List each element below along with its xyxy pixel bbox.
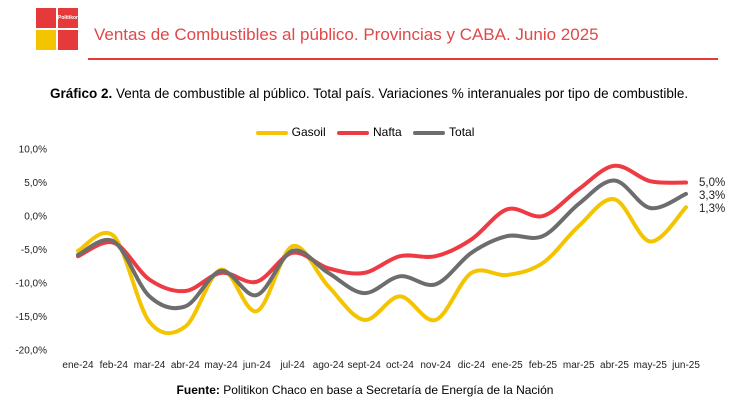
x-tick-label: jun-24 <box>242 360 271 371</box>
y-tick-label: 5,0% <box>24 178 47 189</box>
source-label: Fuente: <box>176 383 220 397</box>
x-tick-label: jun-25 <box>671 360 700 371</box>
chart-legend: Gasoil Nafta Total <box>0 124 730 139</box>
legend-swatch-nafta <box>336 130 369 135</box>
y-tick-label: 0,0% <box>24 212 47 223</box>
x-tick-label: oct-24 <box>386 360 414 371</box>
x-tick-label: ene-25 <box>492 360 524 371</box>
y-tick-label: 10,0% <box>19 145 47 156</box>
x-tick-label: jul-24 <box>279 360 305 371</box>
y-tick-label: -10,0% <box>15 279 47 290</box>
x-tick-label: may-24 <box>204 360 238 371</box>
legend-label-gasoil: Gasoil <box>291 124 326 139</box>
x-tick-label: ene-24 <box>62 360 94 371</box>
end-data-label: 5,0% <box>699 177 725 189</box>
series-line-gasoil <box>76 197 688 336</box>
y-tick-label: -20,0% <box>15 346 47 357</box>
x-tick-label: nov-24 <box>420 360 451 371</box>
chart-heading-label: Gráfico 2. <box>50 86 113 101</box>
politikon-logo: Politikon <box>36 8 80 52</box>
x-tick-label: feb-24 <box>100 360 129 371</box>
y-tick-label: -5,0% <box>21 245 47 256</box>
end-data-label: 1,3% <box>699 203 725 215</box>
chart-heading-text: Venta de combustible al público. Total p… <box>112 86 689 101</box>
source-text: Politikon Chaco en base a Secretaría de … <box>219 383 554 397</box>
end-data-label: 3,3% <box>699 190 725 202</box>
x-tick-label: dic-24 <box>458 360 486 371</box>
x-tick-label: feb-25 <box>529 360 558 371</box>
logo-square-red-top-right <box>58 8 78 28</box>
logo-brand-text: Politikon <box>58 15 80 21</box>
series-line-total <box>76 178 688 311</box>
logo-square-red-top-left <box>36 8 56 28</box>
x-tick-label: mar-24 <box>134 360 166 371</box>
x-tick-label: sept-24 <box>347 360 381 371</box>
legend-swatch-total <box>413 130 446 135</box>
logo-square-red-bottom-right <box>58 30 78 50</box>
legend-swatch-gasoil <box>255 130 288 135</box>
x-tick-label: ago-24 <box>313 360 345 371</box>
legend-label-total: Total <box>449 124 475 139</box>
x-tick-label: may-25 <box>634 360 668 371</box>
legend-item-total: Total <box>413 125 474 139</box>
chart-source: Fuente: Politikon Chaco en base a Secret… <box>0 383 730 397</box>
x-tick-label: abr-24 <box>171 360 200 371</box>
series-line-nafta <box>76 163 688 294</box>
logo-square-yellow <box>36 30 56 50</box>
y-tick-label: -15,0% <box>15 312 47 323</box>
legend-label-nafta: Nafta <box>372 124 402 139</box>
x-tick-label: mar-25 <box>563 360 595 371</box>
legend-item-nafta: Nafta <box>336 124 402 139</box>
header-divider <box>88 58 718 60</box>
page-title: Ventas de Combustibles al público. Provi… <box>94 25 599 44</box>
legend-item-gasoil: Gasoil <box>255 124 326 139</box>
x-tick-label: abr-25 <box>600 360 629 371</box>
chart-heading: Gráfico 2. Venta de combustible al públi… <box>50 86 688 101</box>
